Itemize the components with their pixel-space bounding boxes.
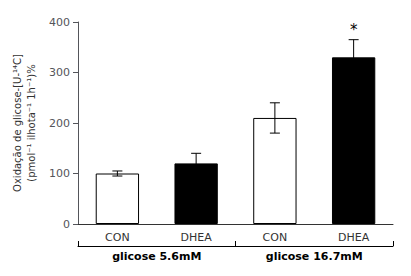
svg-text:100: 100	[49, 167, 70, 180]
svg-text:glicose 16.7mM: glicose 16.7mM	[266, 250, 363, 263]
svg-text:0: 0	[63, 218, 70, 231]
svg-text:DHEA: DHEA	[181, 231, 213, 244]
svg-text:400: 400	[49, 16, 70, 29]
svg-text:(pmol⁻¹ ilhota⁻¹ 1h⁻¹)%: (pmol⁻¹ ilhota⁻¹ 1h⁻¹)%	[26, 64, 37, 181]
svg-text:*: *	[350, 21, 358, 39]
svg-text:glicose 5.6mM: glicose 5.6mM	[112, 250, 201, 263]
svg-text:DHEA: DHEA	[338, 231, 370, 244]
svg-text:CON: CON	[263, 231, 288, 244]
svg-text:200: 200	[49, 117, 70, 130]
svg-text:CON: CON	[105, 231, 130, 244]
svg-text:300: 300	[49, 66, 70, 79]
svg-text:Oxidação de glicose-[U-¹⁴C]: Oxidação de glicose-[U-¹⁴C]	[12, 54, 23, 192]
